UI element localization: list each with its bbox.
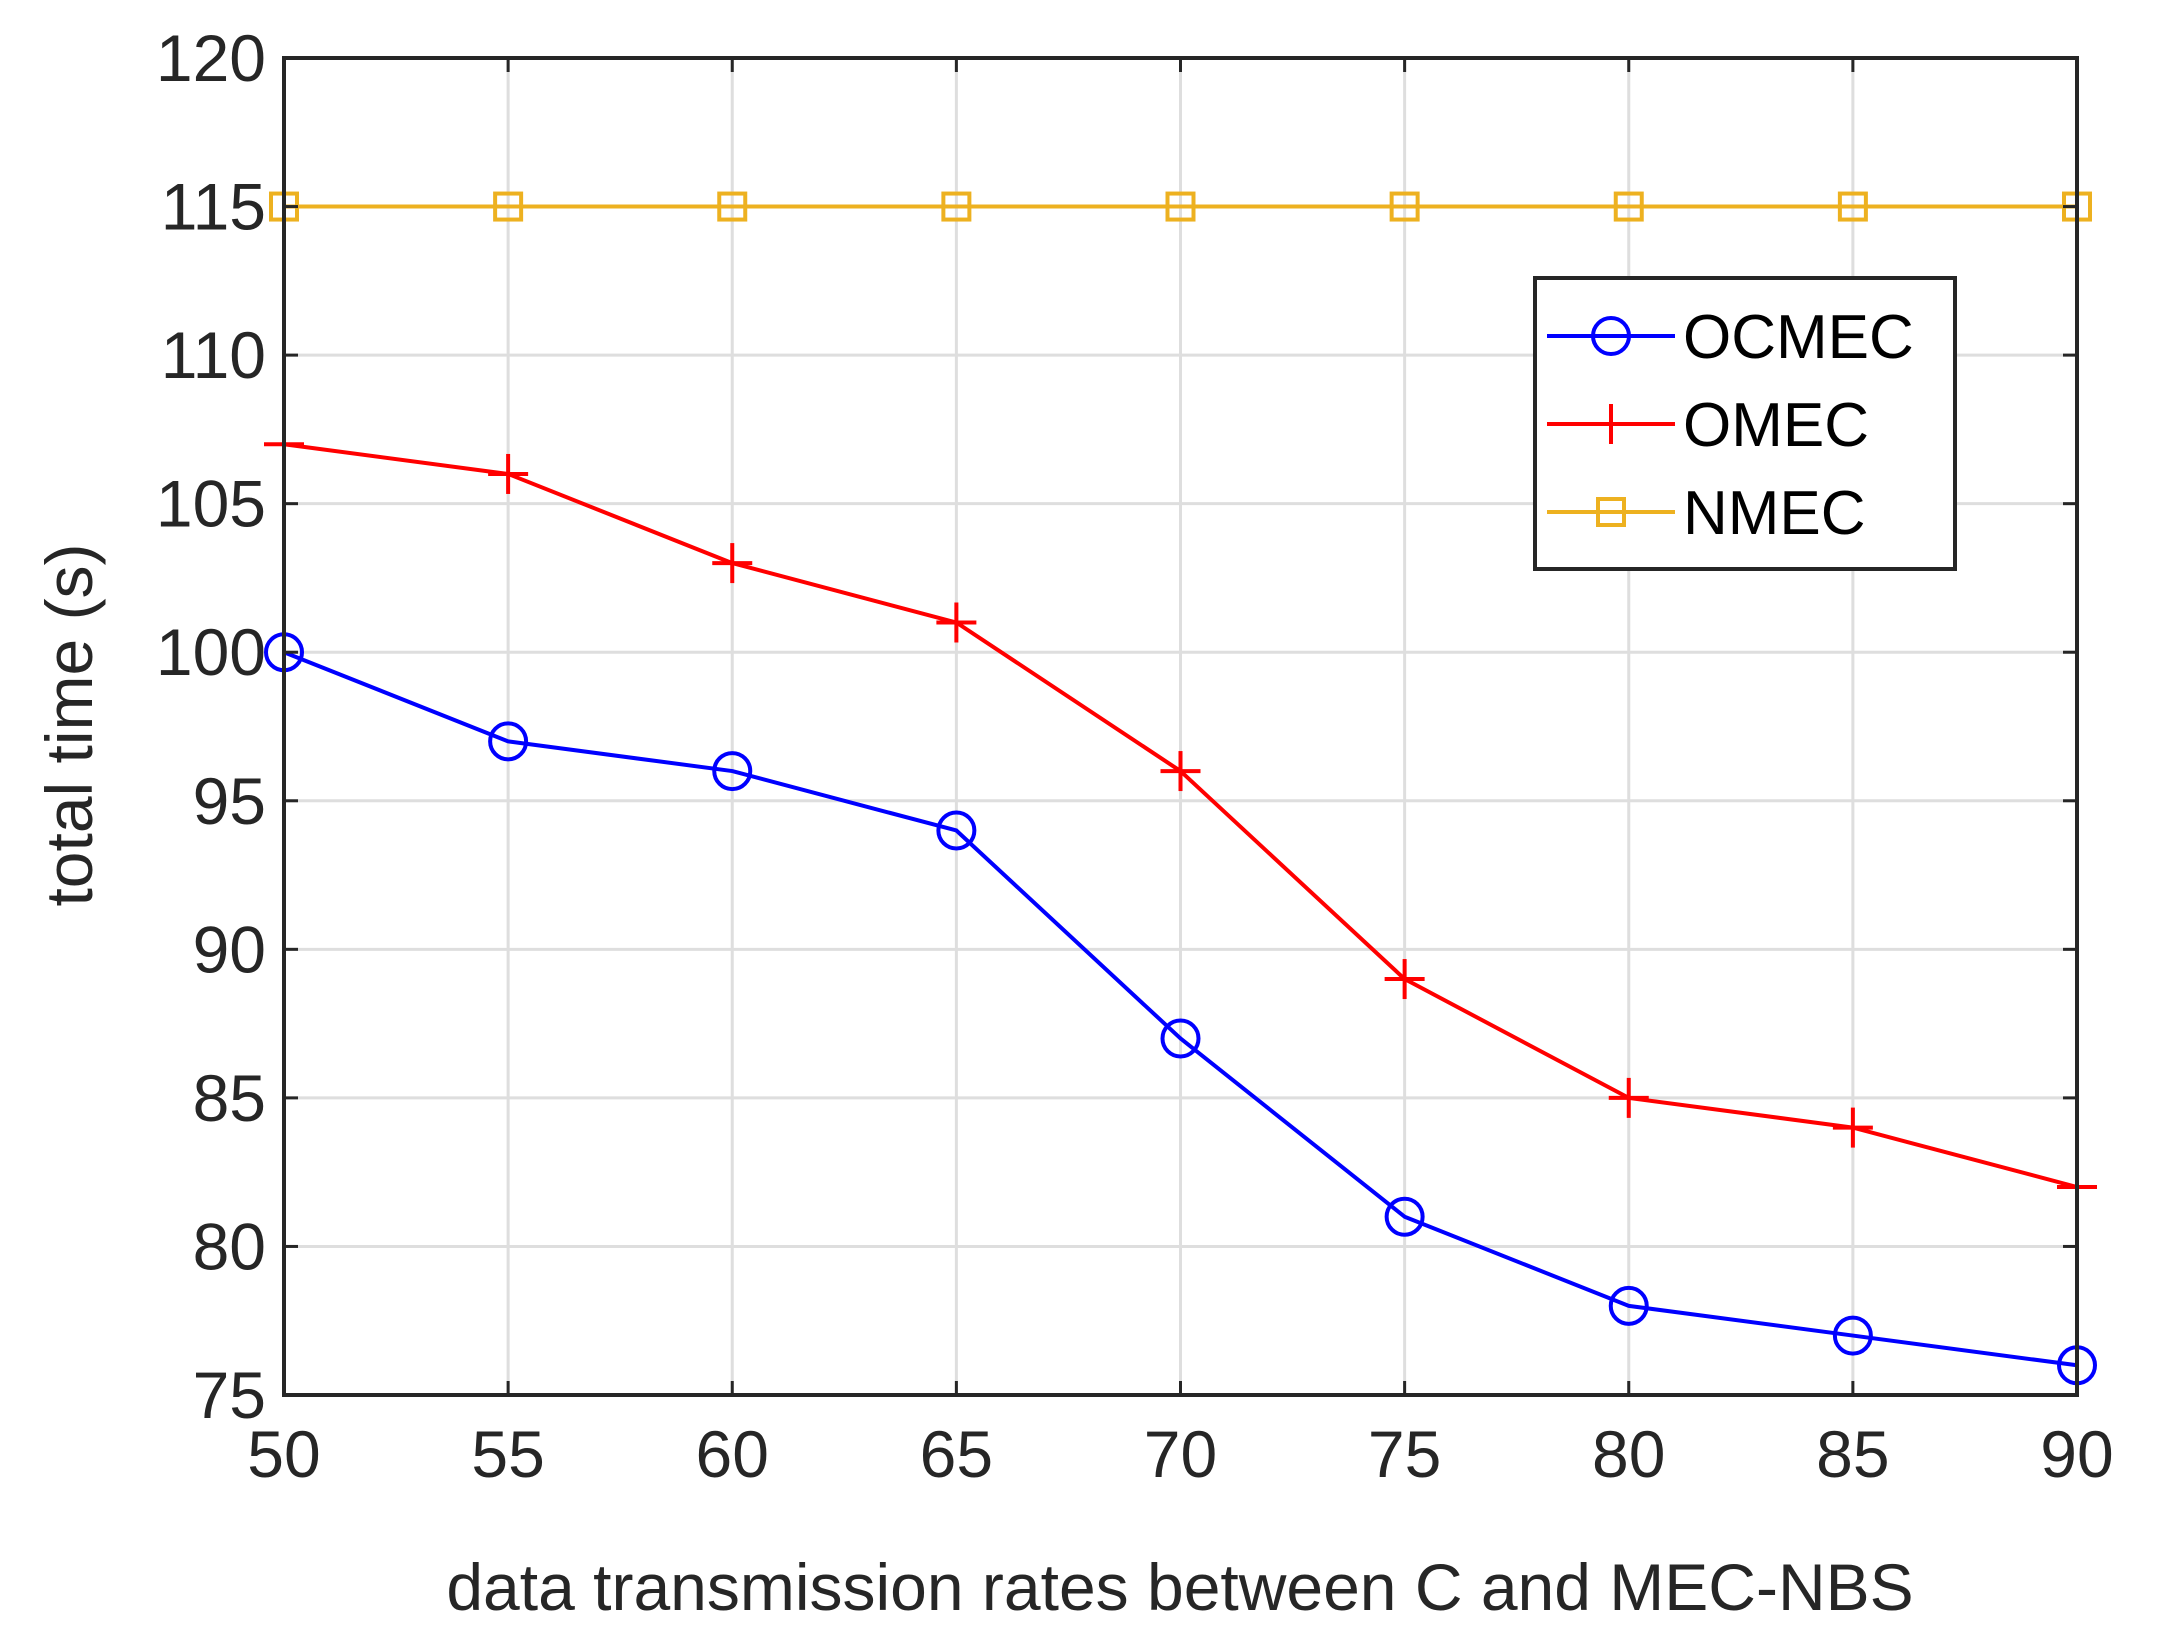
- grid: [282, 56, 2079, 1397]
- y-tick-label: 115: [161, 170, 266, 244]
- data-point-omec: [936, 602, 977, 643]
- data-point-nmec: [941, 191, 972, 222]
- data-point-omec: [1832, 1107, 1873, 1148]
- data-point-omec: [1384, 959, 1425, 1000]
- data-point-omec: [488, 453, 529, 494]
- legend-item-nmec: NMEC: [1547, 479, 1866, 548]
- tick-labels: 50 55 60 65 70 75 80 85 90 75 80 85 90 95 100 105 110 115…: [156, 21, 2114, 1491]
- x-tick-label: 60: [696, 1417, 769, 1491]
- data-point-ocmec: [1160, 1018, 1201, 1059]
- legend-item-omec: OMEC: [1547, 391, 1869, 460]
- y-tick-label: 105: [156, 467, 266, 541]
- legend-label-nmec: NMEC: [1683, 479, 1866, 548]
- y-tick-label: 120: [156, 21, 266, 95]
- y-tick-label: 90: [193, 912, 266, 986]
- y-tick-label: 95: [193, 764, 266, 838]
- data-point-omec: [1160, 751, 1201, 792]
- series-line-ocmec: [283, 650, 2078, 1368]
- y-tick-label: 80: [193, 1209, 266, 1283]
- series-layer: [264, 191, 2097, 1386]
- legend: OCMEC OMEC NMEC: [1533, 276, 1957, 571]
- legend-label-omec: OMEC: [1683, 391, 1869, 460]
- data-point-nmec: [493, 191, 524, 222]
- data-point-nmec: [1389, 191, 1420, 222]
- x-tick-label: 90: [2040, 1417, 2113, 1491]
- legend-marker-ocmec: [1591, 316, 1631, 356]
- x-tick-label: 80: [1592, 1417, 1665, 1491]
- x-tick-label: 85: [1816, 1417, 1889, 1491]
- data-point-ocmec: [488, 721, 529, 762]
- data-point-nmec: [1165, 191, 1196, 222]
- y-tick-label: 75: [193, 1358, 266, 1432]
- x-tick-label: 70: [1144, 1417, 1217, 1491]
- x-tick-label: 65: [920, 1417, 993, 1491]
- legend-label-ocmec: OCMEC: [1683, 303, 1914, 372]
- legend-item-ocmec: OCMEC: [1547, 303, 1914, 372]
- series-nmec: [269, 191, 2092, 222]
- data-point-nmec: [1613, 191, 1644, 222]
- legend-marker-nmec: [1596, 497, 1626, 527]
- data-point-ocmec: [1384, 1196, 1425, 1237]
- data-point-ocmec: [936, 810, 977, 851]
- y-tick-label: 85: [193, 1061, 266, 1135]
- data-point-ocmec: [712, 751, 753, 792]
- x-tick-label: 55: [471, 1417, 544, 1491]
- y-tick-label: 100: [156, 615, 266, 689]
- axes: [282, 56, 2079, 1397]
- y-axis-label: total time (s): [32, 543, 106, 906]
- data-point-nmec: [1837, 191, 1868, 222]
- data-point-omec: [712, 543, 753, 584]
- series-ocmec: [264, 632, 2097, 1386]
- data-point-nmec: [717, 191, 748, 222]
- legend-marker-omec: [1591, 404, 1631, 444]
- x-axis-label: data transmission rates between C and ME…: [446, 1550, 1913, 1624]
- data-point-ocmec: [1608, 1285, 1649, 1326]
- x-tick-label: 50: [247, 1417, 320, 1491]
- data-point-ocmec: [1832, 1315, 1873, 1356]
- x-tick-label: 75: [1368, 1417, 1441, 1491]
- y-tick-label: 110: [161, 318, 266, 392]
- data-point-omec: [1608, 1077, 1649, 1118]
